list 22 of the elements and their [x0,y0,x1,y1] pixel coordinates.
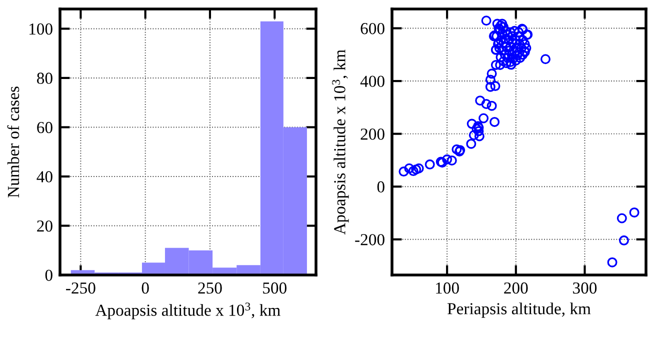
y-tick-label: 400 [360,76,384,87]
y-tick-label: 0 [45,270,52,281]
y-tick-label: 40 [36,171,52,182]
y-tick-label: 80 [37,72,52,84]
x-tick-label: 0 [142,282,149,294]
x-tick-label: 100 [436,282,459,294]
y-tick-label: 20 [37,220,52,232]
y-tick-label: 100 [30,23,52,35]
x-tick-label: 500 [263,282,286,294]
y-tick-label: 600 [360,22,384,34]
x-tick-label: 300 [573,282,597,294]
x-tick-label: -250 [66,282,96,294]
x-axis-title: Periapsis altitude, km [447,302,591,318]
y-tick-label: 0 [377,181,384,193]
y-axis-title: Number of cases [7,86,20,198]
x-tick-label: 250 [198,282,222,294]
x-axis-title: Apoapsis altitude x 10$^{3}$, km [95,302,280,320]
x-tick-label: 200 [504,282,528,294]
y-tick-label: -200 [355,234,384,246]
y-tick-label: 200 [360,128,384,140]
y-axis-title: Apoapsis altitude x 10$^{3}$, km [332,50,349,235]
y-tick-label: 60 [37,122,52,134]
